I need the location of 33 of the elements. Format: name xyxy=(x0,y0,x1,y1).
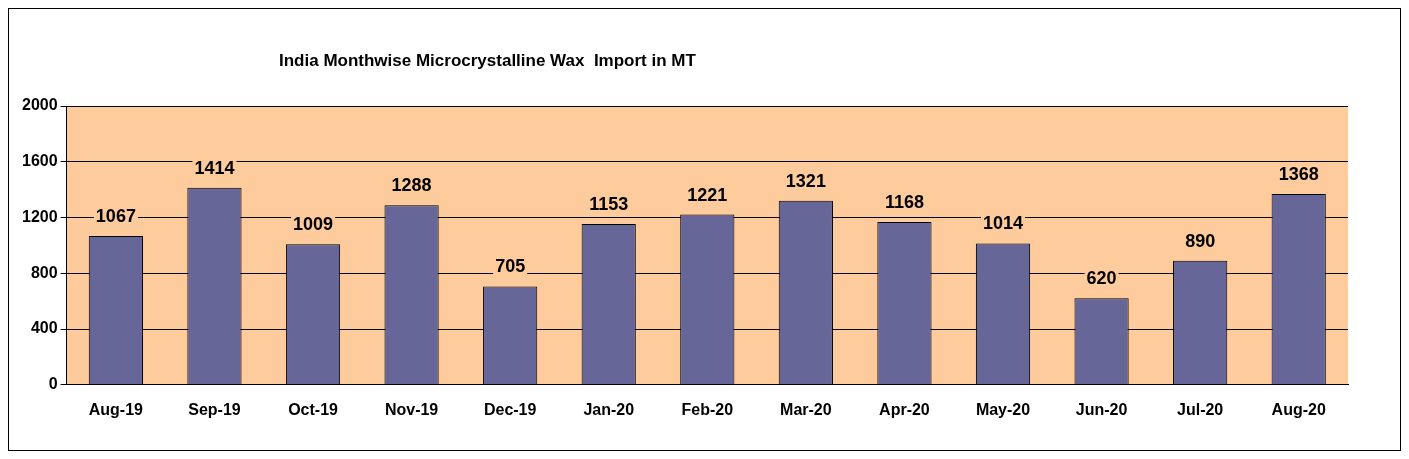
x-tick-label: Feb-20 xyxy=(681,400,734,418)
y-tick-label: 0 xyxy=(48,375,58,393)
x-tick-label: May-20 xyxy=(975,400,1031,418)
data-label: 1153 xyxy=(589,194,629,215)
x-tick-label: Dec-19 xyxy=(483,400,537,418)
data-label: 1168 xyxy=(884,191,924,212)
x-tick-label: Nov-19 xyxy=(384,400,439,418)
data-label: 1221 xyxy=(687,184,728,205)
x-tick-label: Jan-20 xyxy=(583,400,635,418)
data-label: 1288 xyxy=(391,175,432,196)
data-label: 1368 xyxy=(1278,164,1319,185)
x-tick-label: Jun-20 xyxy=(1075,400,1128,418)
data-label: 890 xyxy=(1185,230,1216,251)
y-tick-label: 800 xyxy=(30,263,58,281)
data-label: 1321 xyxy=(785,170,826,191)
y-tick-label: 2000 xyxy=(22,96,58,114)
x-tick-label: Oct-19 xyxy=(288,400,339,418)
data-label: 1414 xyxy=(194,157,235,178)
y-tick-label: 1600 xyxy=(22,152,58,170)
data-label: 1067 xyxy=(95,206,136,227)
x-tick-label: Jul-20 xyxy=(1177,400,1224,418)
chart-title: India Monthwise Microcrystalline Wax Import in MT xyxy=(279,50,697,70)
x-tick-label: Mar-20 xyxy=(780,400,832,418)
y-tick-label: 400 xyxy=(30,319,58,337)
data-label: 1014 xyxy=(982,213,1024,234)
data-label: 1009 xyxy=(292,214,334,235)
x-tick-label: Sep-19 xyxy=(188,400,241,418)
data-label: 705 xyxy=(495,256,526,277)
data-label: 620 xyxy=(1086,268,1117,289)
x-tick-label: Aug-20 xyxy=(1271,400,1326,418)
x-tick-label: Apr-20 xyxy=(879,400,930,418)
x-tick-label: Aug-19 xyxy=(88,400,144,418)
y-tick-label: 1200 xyxy=(22,207,58,225)
